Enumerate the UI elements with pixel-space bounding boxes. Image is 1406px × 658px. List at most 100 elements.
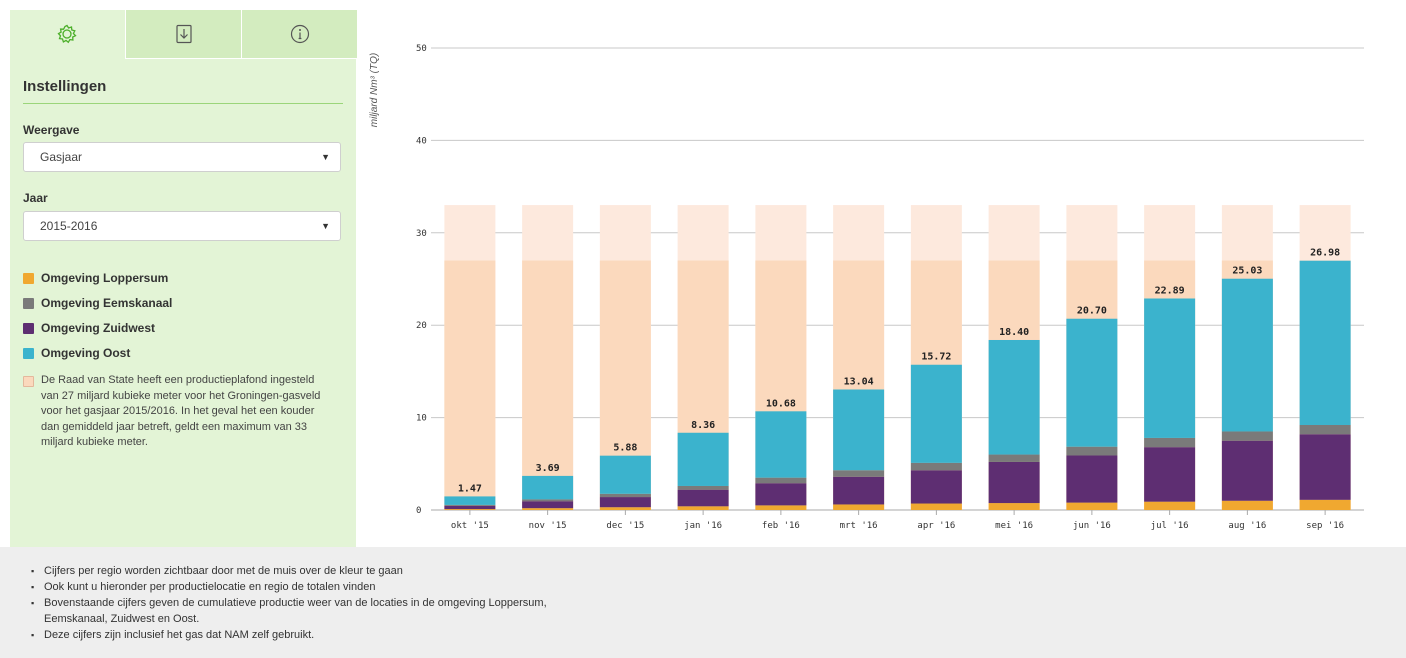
bar-segment[interactable] [1299, 424, 1351, 435]
weergave-label: Weergave [23, 123, 80, 137]
x-tick-label: apr '16 [917, 521, 955, 531]
bar-segment[interactable] [988, 454, 1040, 462]
note-item: Bovenstaande cijfers geven de cumulatiev… [31, 595, 684, 611]
info-icon [290, 24, 309, 44]
legend-swatch [23, 272, 34, 284]
y-tick-label: 0 [416, 506, 421, 516]
legend-swatch [23, 322, 34, 334]
y-tick-label: 40 [416, 136, 427, 146]
bar-segment[interactable] [1144, 298, 1196, 438]
bar-segment[interactable] [677, 506, 729, 510]
x-tick-label: feb '16 [762, 521, 800, 531]
bar-segment[interactable] [599, 493, 651, 498]
bar-total-label: 22.89 [1155, 285, 1185, 296]
note-item: Ook kunt u hieronder per productielocati… [31, 579, 684, 595]
bar-segment[interactable] [599, 497, 651, 508]
download-icon [175, 24, 192, 44]
bar-segment[interactable] [988, 503, 1040, 510]
bar-total-label: 18.40 [999, 327, 1029, 338]
bar-segment[interactable] [1066, 455, 1118, 503]
title-divider [23, 103, 343, 104]
bar-segment[interactable] [1299, 434, 1351, 500]
bar-segment[interactable] [1299, 499, 1351, 510]
bar-segment[interactable] [1221, 431, 1273, 441]
bar-segment[interactable] [444, 505, 496, 510]
weergave-select[interactable]: Gasjaar ▼ [23, 142, 341, 172]
bar-segment[interactable] [444, 496, 496, 505]
bar-segment[interactable] [1221, 500, 1273, 510]
legend-swatch [23, 347, 34, 359]
bar-segment[interactable] [988, 461, 1040, 504]
legend-item-productieplafond: De Raad van State heeft een productiepla… [23, 373, 343, 451]
legend-label: Omgeving Loppersum [41, 271, 169, 285]
legend-item-eemskanaal[interactable]: Omgeving Eemskanaal [23, 294, 172, 312]
legend-item-loppersum[interactable]: Omgeving Loppersum [23, 269, 168, 287]
bar-segment[interactable] [444, 509, 496, 510]
bar-segment[interactable] [444, 504, 496, 506]
bar-segment[interactable] [1299, 260, 1351, 425]
bar-segment[interactable] [910, 503, 962, 510]
jaar-value: 2015-2016 [40, 219, 98, 233]
bar-segment[interactable] [522, 508, 574, 510]
y-tick-label: 30 [416, 229, 427, 239]
bar-segment[interactable] [677, 485, 729, 490]
note-item-continuation: Eemskanaal, Zuidwest en Oost. [44, 613, 200, 625]
bar-segment[interactable] [755, 477, 807, 484]
bar-segment[interactable] [1144, 501, 1196, 510]
x-tick-label: mrt '16 [840, 521, 878, 531]
bar-segment[interactable] [833, 470, 885, 477]
bar-segment[interactable] [677, 489, 729, 507]
bar-plafond-band [444, 260, 496, 510]
tab-divider [125, 58, 356, 59]
bar-total-label: 13.04 [844, 377, 874, 388]
bar-segment[interactable] [1221, 278, 1273, 432]
bar-segment[interactable] [1066, 318, 1118, 447]
bar-segment[interactable] [910, 364, 962, 463]
bar-total-label: 8.36 [691, 420, 715, 431]
note-item: Deze cijfers zijn inclusief het gas dat … [31, 627, 684, 643]
bar-total-label: 25.03 [1232, 266, 1262, 277]
bar-segment[interactable] [833, 476, 885, 505]
bar-segment[interactable] [522, 475, 574, 500]
bar-total-label: 1.47 [458, 483, 482, 494]
bar-segment[interactable] [599, 507, 651, 510]
bar-total-label: 15.72 [921, 352, 951, 363]
bar-segment[interactable] [599, 455, 651, 494]
tab-settings[interactable] [10, 10, 124, 58]
y-tick-label: 20 [416, 321, 427, 331]
bar-total-label: 26.98 [1310, 248, 1340, 259]
bar-segment[interactable] [988, 339, 1040, 455]
tab-download[interactable] [125, 10, 241, 58]
y-axis-title: miljard Nm³ (TQ) [369, 53, 380, 127]
x-tick-label: jan '16 [684, 521, 722, 531]
jaar-select[interactable]: 2015-2016 ▼ [23, 211, 341, 241]
bar-segment[interactable] [755, 483, 807, 506]
legend-label: Omgeving Eemskanaal [41, 296, 173, 310]
notes-list: Cijfers per regio worden zichtbaar door … [31, 563, 684, 643]
legend-item-oost[interactable]: Omgeving Oost [23, 344, 130, 362]
legend-swatch [23, 376, 34, 387]
bar-plafond-band [522, 260, 574, 510]
legend-item-zuidwest[interactable]: Omgeving Zuidwest [23, 319, 155, 337]
bar-segment[interactable] [910, 470, 962, 504]
bar-segment[interactable] [1221, 440, 1273, 501]
bar-segment[interactable] [1144, 447, 1196, 502]
gear-icon [57, 24, 77, 44]
bar-segment[interactable] [755, 411, 807, 478]
jaar-label: Jaar [23, 191, 48, 205]
bar-segment[interactable] [755, 505, 807, 510]
bar-segment[interactable] [910, 462, 962, 471]
bar-segment[interactable] [1066, 446, 1118, 456]
bar-segment[interactable] [522, 499, 574, 502]
panel-title: Instellingen [23, 78, 107, 95]
bar-segment[interactable] [522, 501, 574, 509]
bar-segment[interactable] [833, 504, 885, 510]
x-tick-label: nov '15 [529, 521, 567, 531]
tab-info[interactable] [241, 10, 357, 58]
bar-segment[interactable] [1144, 437, 1196, 448]
x-tick-label: aug '16 [1228, 521, 1266, 531]
bar-segment[interactable] [677, 432, 729, 486]
bar-segment[interactable] [1066, 502, 1118, 510]
legend-label: Omgeving Oost [41, 346, 131, 360]
bar-segment[interactable] [833, 389, 885, 471]
